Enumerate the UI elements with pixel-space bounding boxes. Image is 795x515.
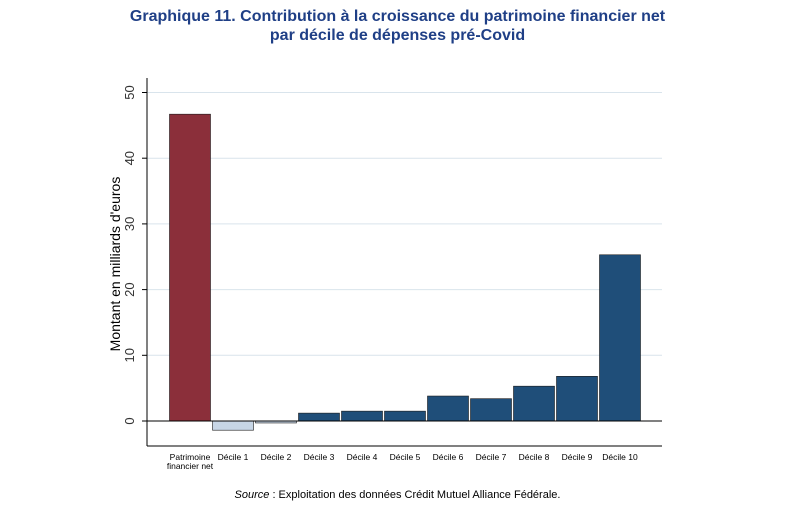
bar-0 [169,113,211,422]
bar-10 [599,254,641,422]
bar-3 [298,412,340,422]
category-label-0: financier net [167,461,214,471]
chart-title: Graphique 11. Contribution à la croissan… [0,7,795,45]
bars [169,113,641,431]
y-tick-label: 20 [122,282,137,296]
chart-title-line-2: par décile de dépenses pré-Covid [269,27,526,44]
bar-7 [470,398,512,422]
bar-6 [427,395,469,422]
category-label-3: Décile 3 [304,452,335,462]
y-axis-label: Montant en milliards d'euros [107,177,123,352]
category-label-5: Décile 5 [390,452,421,462]
category-label-9: Décile 9 [562,452,593,462]
category-label-0: Patrimoine [170,452,211,462]
y-tick-label: 10 [122,348,137,362]
gridlines [147,92,662,356]
category-label-6: Décile 6 [433,452,464,462]
y-tick-label: 50 [122,85,137,99]
bar-1 [212,420,254,431]
bar-8 [513,385,555,422]
chart-title-line-1: Graphique 11. Contribution à la croissan… [129,8,666,25]
bar-5 [384,410,426,422]
category-label-1: Décile 1 [218,452,249,462]
category-label-4: Décile 4 [347,452,378,462]
category-label-10: Décile 10 [602,452,638,462]
source-note: Source : Exploitation des données Crédit… [0,489,795,501]
source-text: : Exploitation des données Crédit Mutuel… [269,489,561,501]
axes: 0 10 20 30 40 50 [122,78,662,447]
category-label-2: Décile 2 [261,452,292,462]
y-tick-label: 0 [122,417,137,424]
category-label-8: Décile 8 [519,452,550,462]
bar-9 [556,376,598,422]
source-label: Source [234,489,270,501]
bar-4 [341,410,383,422]
category-label-7: Décile 7 [476,452,507,462]
y-tick-label: 30 [122,217,137,231]
y-tick-label: 40 [122,151,137,165]
